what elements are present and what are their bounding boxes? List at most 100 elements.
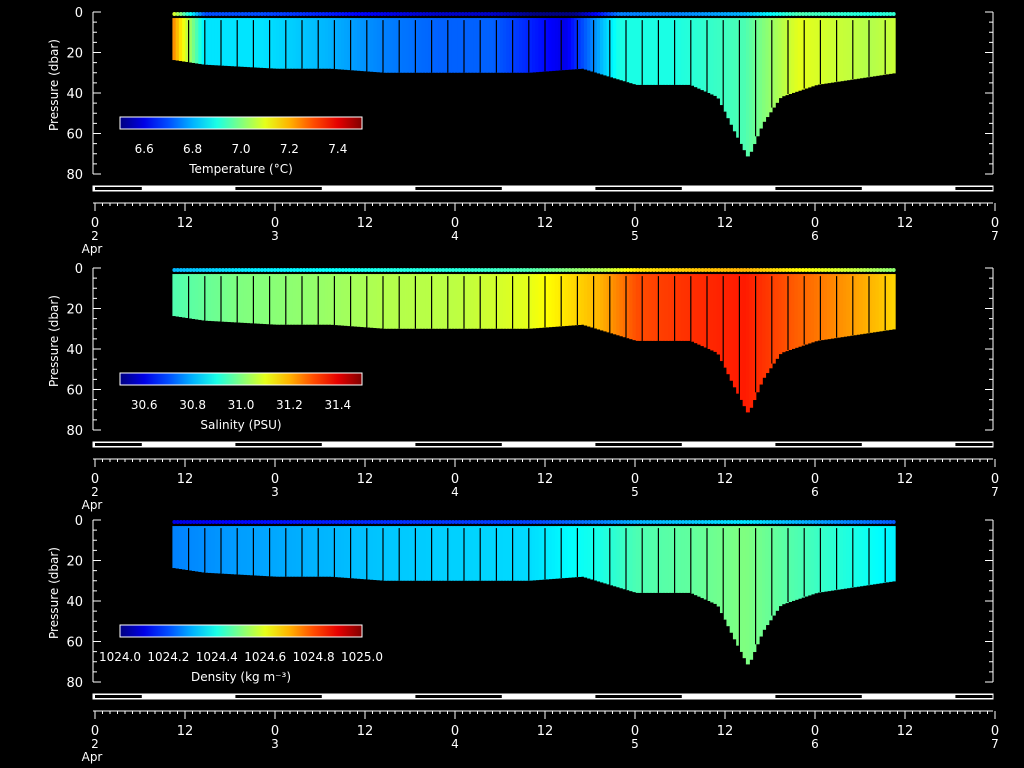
surface-point xyxy=(700,12,705,16)
surface-point xyxy=(464,520,468,524)
profile-strip xyxy=(687,274,692,341)
profile-strip xyxy=(282,18,287,69)
profile-strip xyxy=(651,526,656,593)
y-axis-label: Pressure (dbar) xyxy=(47,547,61,639)
surface-point xyxy=(308,268,313,272)
profile-strip xyxy=(635,274,640,341)
profile-strip xyxy=(600,526,605,583)
surface-point xyxy=(794,12,799,16)
profile-strip xyxy=(489,274,494,329)
surface-point xyxy=(664,520,669,524)
surface-point xyxy=(201,12,206,16)
profile-strip xyxy=(567,274,572,326)
profile-strip xyxy=(389,274,394,329)
profile-strip xyxy=(658,526,663,593)
profile-strip xyxy=(217,274,222,322)
profile-strip xyxy=(875,274,880,332)
profile-strip xyxy=(577,274,582,325)
profile-strip xyxy=(185,526,190,571)
surface-point xyxy=(470,268,475,272)
profile-strip xyxy=(557,274,562,327)
surface-point xyxy=(843,268,848,272)
surface-point xyxy=(454,520,459,524)
surface-point xyxy=(512,520,517,524)
surface-point xyxy=(444,268,449,272)
surface-point xyxy=(875,268,880,272)
profile-strip xyxy=(366,526,371,580)
surface-point xyxy=(519,520,524,524)
surface-point xyxy=(619,12,624,16)
profile-strip xyxy=(577,18,582,69)
surface-point xyxy=(269,12,274,16)
surface-point xyxy=(532,12,537,16)
profile-strip xyxy=(619,526,624,589)
profile-strip xyxy=(622,526,627,590)
surface-point xyxy=(833,520,838,524)
surface-point xyxy=(690,12,695,16)
profile-strip xyxy=(421,274,426,329)
profile-strip xyxy=(509,274,514,329)
profile-strip xyxy=(729,274,734,381)
surface-point xyxy=(564,268,569,272)
surface-point xyxy=(687,268,692,272)
profile-strip xyxy=(370,18,375,72)
surface-point xyxy=(208,520,213,524)
surface-point xyxy=(716,268,721,272)
surface-point xyxy=(350,520,355,524)
profile-strip xyxy=(253,18,258,68)
profile-strip xyxy=(593,18,598,73)
profile-strip xyxy=(781,526,786,605)
profile-strip xyxy=(729,526,734,633)
profile-strip xyxy=(697,18,702,89)
surface-point xyxy=(797,520,802,524)
surface-point xyxy=(781,520,786,524)
y-tick-label: 0 xyxy=(75,262,83,277)
profile-strip xyxy=(541,274,546,328)
surface-point xyxy=(360,12,365,16)
profile-strip xyxy=(204,274,209,321)
profile-strip xyxy=(350,274,355,327)
surface-point xyxy=(723,12,728,16)
profile-strip xyxy=(172,18,177,61)
surface-point xyxy=(256,268,261,272)
surface-point xyxy=(755,520,760,524)
surface-point xyxy=(551,520,556,524)
surface-point xyxy=(214,520,219,524)
surface-point xyxy=(742,268,747,272)
profile-strip xyxy=(710,18,715,95)
profile-strip xyxy=(525,274,530,329)
profile-strip xyxy=(752,526,757,653)
profile-strip xyxy=(379,18,384,73)
x-hour-label: 12 xyxy=(717,724,734,739)
profile-strip xyxy=(655,274,660,341)
surface-point xyxy=(629,12,634,16)
surface-point xyxy=(609,520,614,524)
colorbar-tick-label: 31.2 xyxy=(276,398,303,412)
surface-point xyxy=(434,268,439,272)
surface-point xyxy=(603,268,608,272)
profile-strip xyxy=(674,18,679,85)
profile-strip xyxy=(778,18,783,99)
profile-strip xyxy=(201,274,206,321)
colorbar-tick-label: 6.8 xyxy=(183,142,202,156)
profile-strip xyxy=(865,18,870,78)
profile-strip xyxy=(587,526,592,579)
profile-strip xyxy=(771,18,776,108)
colorbar-tick-label: 1024.6 xyxy=(244,650,286,664)
surface-point xyxy=(881,268,886,272)
profile-strip xyxy=(276,18,281,69)
night-band xyxy=(235,443,322,446)
night-band xyxy=(595,187,682,190)
profile-strip xyxy=(350,526,355,579)
surface-point xyxy=(872,12,877,16)
x-month-label: Apr xyxy=(82,750,103,764)
profile-strip xyxy=(690,274,695,342)
surface-point xyxy=(671,268,676,272)
profile-strip xyxy=(690,526,695,594)
surface-point xyxy=(616,12,621,16)
x-date-label: 7 xyxy=(991,737,999,751)
profile-strip xyxy=(846,18,851,81)
daylight-bar xyxy=(93,694,993,699)
surface-point xyxy=(645,12,650,16)
profile-strip xyxy=(564,526,569,578)
